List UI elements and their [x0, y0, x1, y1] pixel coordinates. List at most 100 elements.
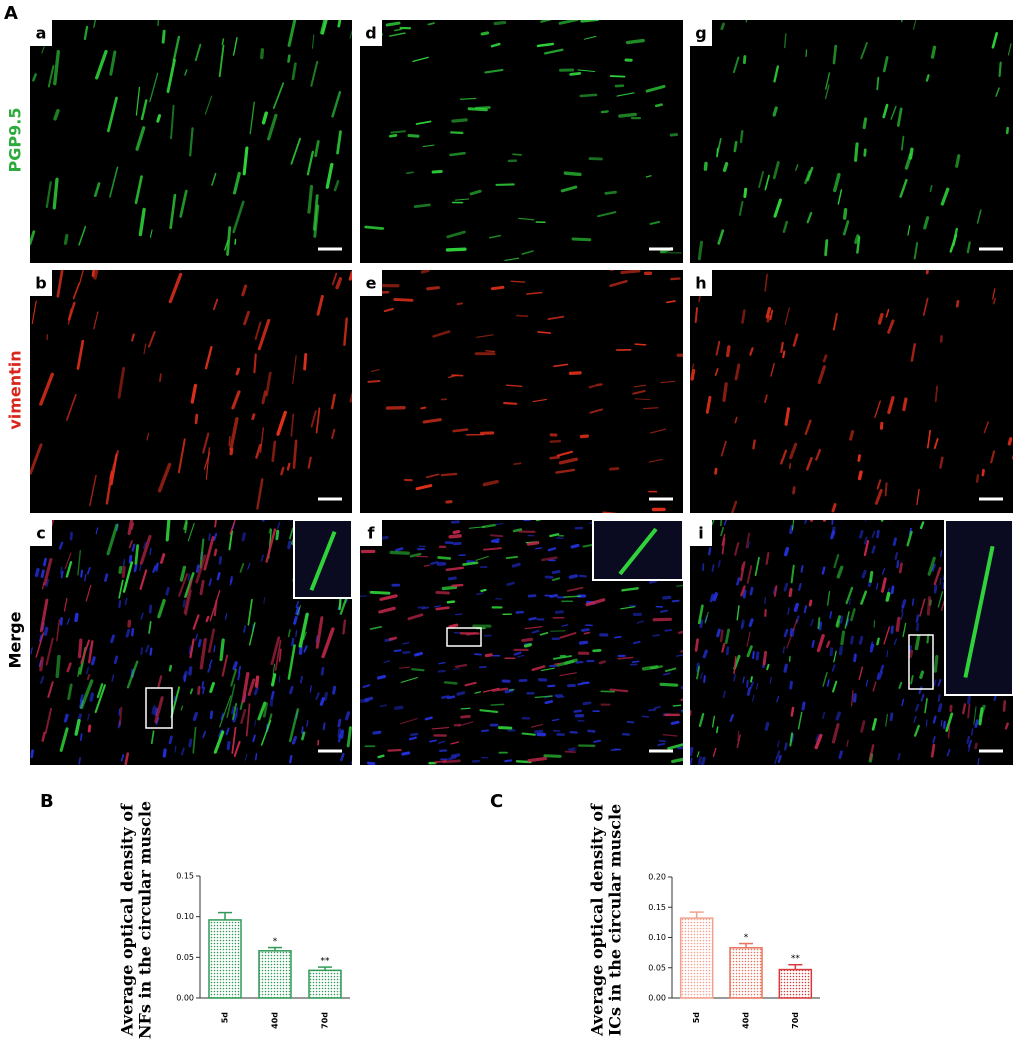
fluorescence-streak — [110, 453, 118, 486]
fluorescence-streak — [826, 590, 831, 606]
fluorescence-streak — [595, 383, 603, 387]
fluorescence-streak — [861, 569, 867, 579]
fluorescence-streak — [798, 582, 802, 591]
fluorescence-streak — [218, 44, 225, 78]
fluorescence-streak — [207, 628, 216, 654]
fluorescence-streak — [184, 69, 188, 76]
fluorescence-streak — [540, 20, 553, 23]
fluorescence-streak — [670, 277, 681, 281]
fluorescence-streak — [725, 646, 730, 656]
fluorescence-streak — [426, 286, 440, 291]
fluorescence-streak — [789, 628, 793, 637]
fluorescence-streak — [822, 671, 828, 687]
fluorescence-streak — [270, 690, 275, 700]
fluorescence-streak — [204, 95, 213, 115]
fluorescence-streak — [174, 745, 177, 753]
fluorescence-streak — [604, 190, 617, 195]
fluorescence-streak — [205, 447, 210, 480]
fluorescence-streak — [697, 604, 704, 625]
fluorescence-streak — [862, 117, 868, 130]
fluorescence-streak — [369, 590, 391, 595]
fluorescence-streak — [226, 226, 232, 256]
fluorescence-streak — [541, 556, 558, 562]
fluorescence-streak — [746, 565, 753, 584]
fluorescence-streak — [287, 540, 292, 550]
row-label: vimentin — [6, 350, 25, 429]
fluorescence-streak — [288, 754, 293, 764]
fluorescence-streak — [901, 20, 903, 23]
fluorescence-streak — [127, 520, 134, 536]
fluorescence-streak — [229, 447, 234, 456]
fluorescence-streak — [680, 685, 683, 690]
fluorescence-streak — [272, 82, 285, 109]
fluorescence-streak — [221, 38, 225, 46]
fluorescence-streak — [829, 647, 834, 657]
fluorescence-streak — [927, 556, 936, 576]
fluorescence-streak — [919, 598, 926, 617]
y-tick-label: 0.05 — [648, 963, 666, 972]
fluorescence-streak — [609, 688, 629, 693]
fluorescence-streak — [711, 564, 715, 572]
image-label-box — [360, 270, 382, 296]
fluorescence-streak — [526, 291, 543, 295]
fluorescence-streak — [560, 185, 578, 193]
fluorescence-streak — [253, 353, 257, 374]
fluorescence-streak — [239, 562, 245, 573]
fluorescence-streak — [30, 443, 43, 475]
fluorescence-streak — [992, 297, 997, 305]
fluorescence-streak — [580, 20, 600, 23]
fluorescence-streak — [900, 135, 905, 151]
fluorescence-streak — [460, 715, 471, 719]
fluorescence-streak — [942, 581, 945, 590]
fluorescence-streak — [77, 549, 82, 576]
image-label-box — [30, 270, 52, 296]
fluorescence-streak — [295, 600, 300, 609]
fluorescence-streak — [140, 647, 144, 656]
fluorescence-streak — [265, 528, 277, 563]
fluorescence-streak — [913, 242, 919, 260]
fluorescence-streak — [315, 616, 324, 649]
fluorescence-streak — [833, 650, 837, 663]
fluorescence-streak — [892, 537, 897, 547]
fluorescence-streak — [162, 748, 167, 758]
fluorescence-streak — [393, 649, 402, 652]
image-label: g — [695, 24, 706, 43]
fluorescence-streak — [190, 383, 198, 404]
fluorescence-streak — [276, 410, 287, 436]
fluorescence-streak — [323, 691, 328, 701]
fluorescence-streak — [649, 665, 663, 670]
fluorescence-streak — [690, 368, 696, 381]
fluorescence-streak — [966, 241, 971, 254]
fluorescence-streak — [833, 553, 840, 569]
fluorescence-streak — [45, 578, 50, 587]
fluorescence-streak — [202, 686, 206, 695]
fluorescence-streak — [441, 695, 450, 699]
fluorescence-streak — [105, 470, 114, 505]
fluorescence-streak — [652, 634, 660, 637]
fluorescence-streak — [826, 640, 831, 648]
fluorescence-streak — [130, 628, 135, 637]
fluorescence-streak — [178, 573, 188, 597]
fluorescence-streak — [450, 741, 460, 745]
fluorescence-streak — [842, 220, 850, 236]
fluorescence-streak — [344, 711, 351, 721]
fluorescence-streak — [508, 689, 515, 691]
fluorescence-streak — [41, 731, 46, 742]
fluorescence-streak — [79, 679, 94, 710]
fluorescence-streak — [447, 576, 457, 581]
fluorescence-streak — [451, 118, 468, 123]
fluorescence-streak — [474, 653, 482, 656]
fluorescence-streak — [977, 757, 980, 765]
fluorescence-streak — [484, 68, 504, 74]
fluorescence-streak — [220, 712, 224, 720]
fluorescence-streak — [421, 606, 430, 610]
fluorescence-streak — [189, 688, 194, 695]
fluorescence-streak — [832, 44, 838, 65]
fluorescence-streak — [705, 395, 712, 414]
fluorescence-streak — [262, 702, 269, 718]
fluorescence-streak — [44, 707, 53, 734]
fluorescence-streak — [716, 726, 719, 734]
fluorescence-streak — [157, 598, 166, 619]
image-label-box — [360, 20, 382, 46]
fluorescence-streak — [482, 479, 499, 487]
